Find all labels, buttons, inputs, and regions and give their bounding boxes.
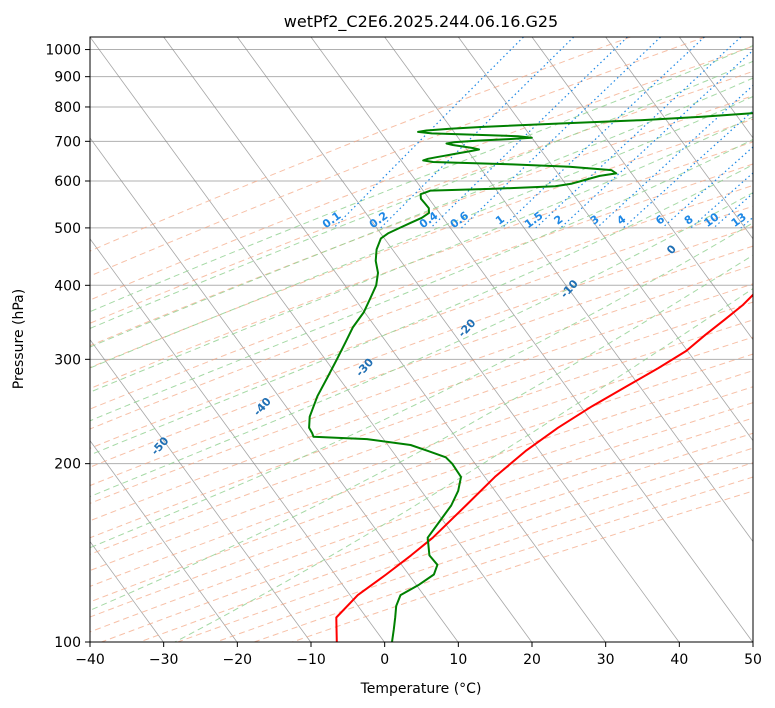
dry-adiabat-line	[90, 264, 753, 504]
x-axis: −40 −30 −20 −10 0 10 20 30 40 50	[75, 642, 762, 668]
dry-adiabat-line	[90, 37, 631, 252]
x-axis-label: Temperature (°C)	[360, 681, 482, 697]
y-axis: 100 200 300 400 500 600 700 800 900 1000	[45, 43, 90, 651]
isotherm-line	[90, 439, 238, 642]
dry-adiabat-line	[90, 245, 753, 487]
mixing-ratio-line	[333, 37, 524, 229]
isotherm-line	[163, 37, 606, 642]
y-tick-label: 500	[54, 221, 81, 237]
chart-title: wetPf2_C2E6.2025.244.06.16.G25	[284, 12, 558, 32]
y-tick-label: 200	[54, 457, 81, 473]
dry-adiabat-line	[90, 184, 753, 430]
x-tick-label: −30	[149, 652, 179, 668]
moist-adiabat-line	[90, 138, 753, 422]
dry-adiabat-line	[90, 301, 753, 539]
dry-adiabat-line	[90, 205, 753, 449]
y-tick-label: 900	[54, 70, 81, 86]
moist-adiabat-line	[90, 95, 753, 369]
mixing-ratio-line	[430, 37, 628, 229]
y-tick-label: 100	[54, 635, 81, 651]
moist-adiabat-line	[90, 222, 753, 549]
x-tick-label: 30	[597, 652, 615, 668]
mixing-ratio-line	[461, 37, 662, 229]
mixing-ratio-line	[535, 37, 742, 229]
dry-adiabat-line	[90, 319, 753, 555]
isotherm-line	[90, 339, 311, 642]
isotherm-line	[90, 238, 385, 642]
x-tick-label: 20	[523, 652, 541, 668]
isotherm-line	[90, 37, 532, 642]
moist-adiabat-line	[90, 191, 753, 498]
moist-adiabat-line	[90, 45, 753, 313]
dry-adiabat-line	[90, 95, 753, 347]
dry-adiabat-line	[90, 118, 753, 369]
x-tick-label: 10	[449, 652, 467, 668]
x-tick-label: 50	[744, 652, 762, 668]
y-tick-label: 700	[54, 134, 81, 150]
temperature-line	[335, 293, 753, 642]
mixing-ratio-line	[622, 110, 753, 229]
moist-adiabat-line	[90, 254, 753, 611]
plot-frame	[89, 36, 754, 643]
x-tick-label: −40	[75, 652, 105, 668]
grid-layer	[90, 37, 753, 642]
dry-adiabat-line	[90, 353, 753, 587]
moist-adiabat-line	[174, 287, 753, 642]
series-layer	[308, 112, 753, 642]
dewpoint-line	[308, 112, 753, 642]
x-tick-label: 40	[670, 652, 688, 668]
dry-adiabat-line	[90, 70, 753, 324]
isotherm-line	[237, 37, 680, 642]
y-tick-label: 400	[54, 278, 81, 294]
y-tick-label: 600	[54, 174, 81, 190]
moist-adiabat-line	[90, 77, 753, 348]
y-tick-label: 300	[54, 352, 81, 368]
dry-adiabat-line	[90, 45, 753, 301]
mixing-ratio-label: 16	[751, 210, 771, 230]
x-tick-label: −10	[296, 652, 326, 668]
isotherm-line	[90, 137, 459, 642]
y-axis-label: Pressure (hPa)	[11, 289, 27, 389]
x-tick-label: 0	[380, 652, 389, 668]
isotherm-line	[605, 37, 753, 240]
dry-adiabat-line	[90, 141, 753, 390]
dry-adiabat-line	[90, 37, 706, 277]
y-tick-label: 800	[54, 100, 81, 116]
moist-adiabat-line	[90, 116, 753, 393]
x-tick-label: −20	[223, 652, 253, 668]
y-tick-label: 1000	[45, 43, 81, 59]
